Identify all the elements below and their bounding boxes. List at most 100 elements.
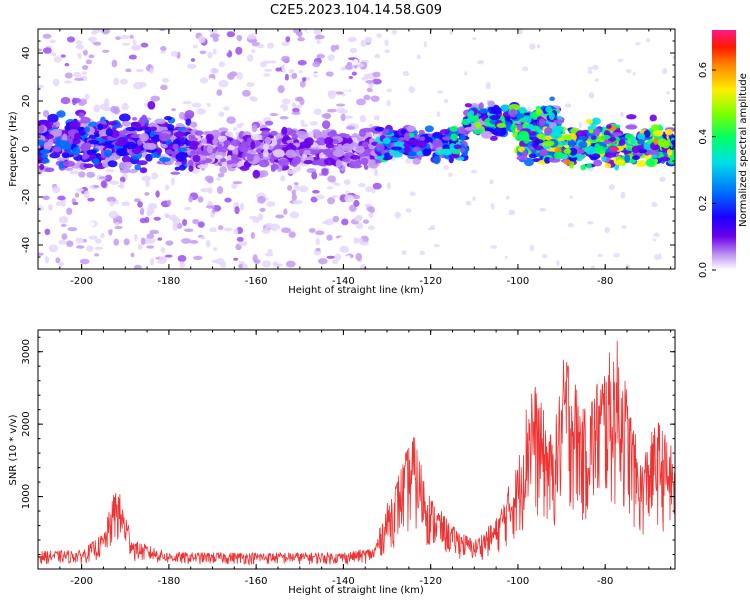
spectrogram-band-blob [424,125,434,133]
spectrogram-noise-blob [405,158,412,164]
spectrogram-band-blob [230,139,241,147]
spectrogram-band-blob [68,120,81,130]
spectrogram-band-blob [85,142,92,150]
spectrogram-noise-blob [146,233,155,239]
spectrogram-band-blob [84,126,91,133]
spectrogram-noise-blob [293,182,299,186]
spectrogram-band-blob [553,151,565,160]
x-tick-label: -160 [245,276,268,287]
spectrogram-noise-blob [364,36,373,44]
spectrogram-noise-blob [113,77,120,86]
spectrogram-noise-blob [207,187,213,194]
spectrogram-band-blob [361,141,370,149]
y-tick-label: 2000 [21,411,32,436]
spectrogram-band-blob [618,139,626,146]
spectrogram-band-blob [469,110,475,117]
spectrogram-noise-blob [330,44,337,52]
spectrogram-noise-blob [335,91,344,95]
spectrogram-noise-blob [602,257,608,263]
spectrogram-noise-blob [294,96,304,102]
spectrogram-noise-blob [298,70,303,74]
spectrogram-band-blob [303,149,311,155]
spectrogram-noise-blob [315,247,321,252]
spectrogram-band-blob [261,130,271,137]
spectrogram-band-blob [443,150,452,156]
spectrogram-band-blob [539,148,549,157]
spectrogram-noise-blob [44,255,50,264]
spectrogram-noise-blob [341,256,350,260]
spectrogram-noise-blob [219,166,228,174]
spectrogram-band-blob [224,131,233,137]
spectrogram-noise-blob [208,29,218,34]
spectrogram-band-blob [432,139,441,149]
spectrogram-band-blob [62,133,68,143]
spectrogram-noise-blob [64,167,74,171]
spectrogram-noise-blob [625,68,632,74]
spectrogram-band-blob [580,164,587,171]
spectrogram-band-blob [194,130,204,136]
spectrogram-band-blob [60,130,71,136]
spectrogram-noise-blob [247,33,257,41]
spectrogram-noise-blob [315,237,320,246]
spectrogram-noise-blob [359,241,369,246]
spectrogram-noise-blob [67,227,78,232]
spectrogram-noise-blob [38,84,45,89]
spectrogram-noise-blob [259,61,267,68]
spectrogram-noise-blob [200,53,209,58]
spectrogram-noise-blob [40,200,51,207]
spectrogram-noise-blob [214,54,220,59]
spectrogram-noise-blob [395,57,399,64]
spectrogram-noise-blob [505,195,510,200]
spectrogram-noise-blob [66,207,73,215]
spectrogram-band-blob [578,141,588,148]
spectrogram-band-blob [154,118,166,125]
spectrogram-band-blob [355,145,365,154]
spectrogram-band-blob [585,118,593,125]
spectrogram-noise-blob [253,259,261,264]
spectrogram-noise-blob [325,71,334,77]
spectrogram-band-blob [432,131,442,140]
spectrogram-noise-blob [250,231,255,240]
spectrogram-noise-blob [60,54,66,58]
x-tick-label: -100 [507,276,530,287]
spectrogram-noise-blob [637,113,644,119]
spectrogram-noise-blob [312,72,323,76]
spectrogram-noise-blob [539,207,547,212]
snr-ticks: -200 -180 -160 -140 -120 -100 -80 1000 2000 3000 [21,330,675,587]
spectrogram-band-blob [145,153,153,162]
spectrogram-noise-blob [327,197,336,205]
spectrogram-noise-blob [82,49,88,56]
spectrogram-noise-blob [201,104,209,110]
spectrogram-noise-blob [42,47,52,54]
spectrogram-band-blob [125,126,138,132]
spectrogram-noise-blob [620,191,626,199]
spectrogram-noise-blob [608,168,614,175]
spectrogram-noise-blob [644,201,652,206]
spectrogram-noise-blob [102,223,112,227]
spectrogram-noise-blob [347,37,357,43]
spectrogram-noise-blob [210,68,220,74]
spectrogram-noise-blob [100,180,107,188]
spectrogram-noise-blob [672,55,675,60]
spectrogram-band-blob [585,146,597,155]
spectrogram-noise-blob [111,59,118,68]
spectrogram-noise-blob [83,190,90,199]
spectrogram-band-blob [625,124,638,130]
spectrogram-noise-blob [362,219,369,224]
spectrogram-noise-blob [190,58,196,62]
spectrogram-noise-blob [490,203,495,210]
spectrogram-noise-blob [153,216,161,221]
spectrogram-band-blob [190,150,199,155]
spectrogram-band-blob [624,154,631,163]
spectrogram-band-blob [530,126,536,131]
spectrogram-band-blob [616,159,625,165]
spectrogram-band-blob [528,130,537,136]
colorbar-tick-label: 0.2 [698,195,709,211]
spectrogram-noise-blob [74,77,84,81]
spectrogram-band-blob [270,130,278,136]
spectrogram-noise-blob [630,223,635,228]
y-tick-label: 0 [21,146,32,152]
x-tick-label: -180 [158,276,181,287]
spectrogram-noise-blob [133,82,144,90]
spectrogram-noise-blob [364,203,372,207]
